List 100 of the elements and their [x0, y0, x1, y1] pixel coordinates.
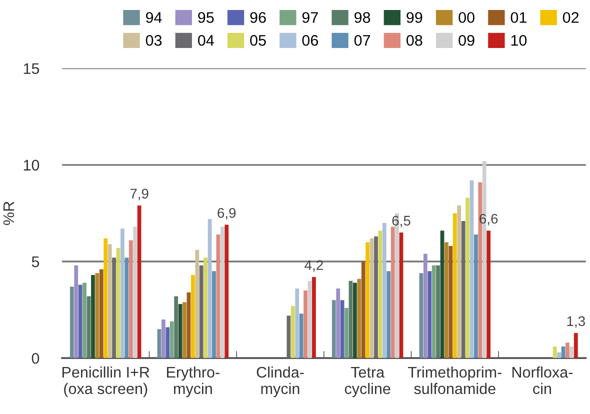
bar [104, 238, 108, 358]
bar [352, 282, 357, 358]
legend-label: 98 [354, 12, 370, 23]
bar [452, 213, 457, 358]
bar [419, 273, 424, 358]
legend-label: 04 [198, 34, 214, 46]
data-label: 1,3 [567, 316, 585, 328]
bar [182, 302, 186, 358]
x-tick-label: Trimethoprim- sulfonamide [408, 366, 502, 394]
bar [78, 284, 82, 358]
bar [166, 327, 170, 358]
bar [82, 282, 86, 358]
bar [399, 232, 404, 358]
bar [432, 265, 436, 358]
bar [466, 198, 470, 358]
bar [204, 258, 208, 358]
bar [295, 288, 300, 358]
y-tick-label: 0 [32, 352, 40, 364]
data-label: 6,5 [392, 216, 410, 228]
bar [208, 219, 212, 358]
bar [436, 265, 440, 358]
y-tick-label: 5 [32, 256, 40, 268]
bar [124, 258, 129, 358]
legend-label: 95 [198, 12, 214, 23]
bar [178, 304, 182, 358]
legend-label: 10 [511, 34, 527, 46]
y-tick-label: 15 [24, 63, 40, 74]
bar [552, 346, 557, 358]
bar [361, 262, 366, 358]
bar [220, 226, 224, 358]
legend-label: 96 [250, 12, 266, 23]
bar [474, 234, 478, 358]
bar [157, 329, 162, 358]
bar [120, 228, 124, 358]
x-tick-label: Tetra cycline [344, 367, 390, 398]
bar [95, 273, 100, 358]
bar [133, 226, 138, 358]
bar [137, 205, 142, 358]
bar [378, 230, 382, 358]
bar [304, 290, 308, 358]
bar [195, 250, 200, 358]
x-tick-label: Norfloxa- cin [512, 366, 573, 394]
bar [86, 296, 91, 358]
legend-label: 09 [458, 34, 474, 46]
bar [212, 271, 216, 358]
x-tick-label: Clinda- mycin [256, 366, 304, 398]
bar [224, 224, 229, 358]
bar [382, 222, 386, 358]
bar [390, 226, 395, 358]
bar [174, 296, 178, 358]
legend-label: 05 [250, 34, 266, 46]
legend-label: 94 [146, 12, 162, 23]
bar [566, 342, 570, 358]
legend-label: 01 [510, 12, 526, 23]
bar [332, 300, 336, 358]
x-tick-label: Erythro- mycin [167, 366, 220, 398]
bar [348, 280, 353, 358]
bar [357, 278, 362, 358]
bar [340, 300, 344, 358]
bar [186, 292, 191, 358]
bar [74, 265, 78, 358]
legend-label: 08 [406, 34, 422, 46]
legend-label: 03 [146, 34, 162, 46]
bar [190, 275, 195, 358]
bar [470, 180, 474, 358]
bar [91, 275, 95, 358]
bar [170, 321, 174, 358]
bar [448, 246, 453, 358]
legend-label: 07 [354, 34, 370, 46]
bar [370, 238, 374, 358]
bar [108, 244, 112, 358]
bar [386, 271, 391, 358]
legend-label: 99 [406, 12, 422, 23]
legend-label: 06 [302, 34, 318, 46]
bar [440, 230, 444, 358]
bar [444, 242, 448, 358]
bar [428, 271, 432, 358]
bar [457, 205, 462, 358]
bar [366, 242, 370, 358]
bar [308, 280, 312, 358]
y-tick-label: 10 [24, 160, 40, 171]
legend-label: 97 [302, 12, 318, 23]
data-label: 6,9 [218, 208, 236, 220]
y-axis-title: %R [3, 202, 14, 225]
legend-label: 02 [562, 12, 579, 23]
bar [290, 306, 295, 358]
bar [99, 269, 104, 358]
bar [70, 286, 74, 358]
bar [557, 352, 561, 358]
bar [199, 265, 204, 358]
bar [116, 248, 120, 358]
bar [128, 240, 133, 358]
legend-label: 00 [458, 12, 474, 23]
bar [299, 314, 304, 358]
bar [574, 332, 578, 358]
x-tick-label: Penicillin I+R (oxa screen) [62, 366, 150, 398]
bar [336, 288, 340, 358]
bar [216, 234, 220, 358]
bar [486, 230, 491, 358]
bar [162, 319, 166, 358]
